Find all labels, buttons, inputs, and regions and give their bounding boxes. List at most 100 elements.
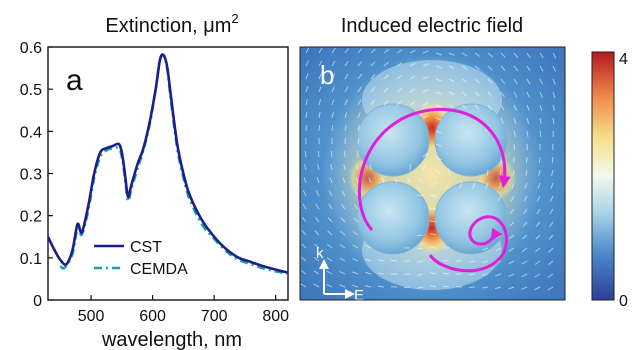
field-vector — [539, 117, 542, 124]
field-vector — [370, 48, 376, 54]
field-vector — [525, 169, 528, 177]
field-vector — [508, 286, 515, 290]
field-vector — [526, 117, 530, 124]
k-axis-label: k — [316, 245, 324, 262]
field-vector — [417, 247, 424, 250]
field-vector — [326, 270, 333, 275]
field-vector — [461, 52, 468, 57]
legend-label-cst: CST — [130, 239, 162, 256]
field-vector — [526, 52, 531, 59]
field-vector — [482, 247, 489, 251]
field-vector — [526, 91, 530, 98]
field-vector — [435, 65, 442, 69]
field-vector — [331, 47, 336, 54]
field-vector — [448, 52, 455, 56]
field-vector — [305, 60, 309, 67]
field-vector — [458, 182, 463, 189]
field-vector — [536, 208, 541, 215]
field-vector — [331, 112, 334, 119]
field-vector — [305, 99, 308, 106]
field-vector — [403, 286, 411, 289]
field-vector — [461, 65, 468, 70]
field-vector — [442, 259, 450, 262]
field-vector — [538, 169, 541, 176]
field-vector — [422, 114, 429, 119]
field-vector — [448, 65, 455, 70]
field-vector — [416, 286, 424, 289]
field-vector — [409, 101, 416, 106]
y-tick-label: 0 — [33, 293, 42, 310]
field-vector — [461, 91, 468, 96]
field-vector — [365, 258, 372, 262]
field-vector — [409, 62, 416, 67]
field-vector — [500, 91, 505, 98]
field-vector — [522, 221, 528, 227]
field-vector — [327, 217, 333, 223]
field-vector — [526, 65, 531, 72]
field-vector — [344, 86, 349, 93]
field-vector — [340, 217, 346, 223]
field-vector — [383, 61, 389, 67]
field-vector — [430, 284, 437, 288]
field-vector — [304, 151, 307, 158]
field-vector — [396, 49, 403, 54]
field-vector — [409, 49, 416, 54]
field-vector — [406, 177, 411, 184]
field-vector — [537, 182, 541, 189]
field-vector — [354, 190, 359, 197]
field-vector — [341, 190, 346, 197]
field-vector — [508, 273, 515, 277]
field-vector — [535, 221, 541, 227]
circulation-arrow-small — [428, 215, 508, 273]
field-vector — [370, 74, 376, 80]
field-vector — [326, 257, 333, 262]
field-vector — [435, 156, 442, 161]
field-vector — [513, 143, 516, 151]
field-vector — [430, 272, 437, 275]
field-vector — [500, 78, 506, 85]
circulation-arrow-large — [357, 107, 511, 232]
field-vector — [448, 91, 455, 96]
field-vector — [474, 104, 480, 110]
field-vector — [422, 50, 429, 54]
field-vector — [339, 271, 346, 275]
field-vector — [547, 286, 554, 291]
field-vector — [304, 164, 307, 171]
field-vector — [482, 286, 489, 289]
field-vector — [357, 48, 363, 54]
field-vector — [352, 284, 359, 288]
field-vector — [500, 65, 506, 71]
y-tick-label: 0.4 — [20, 124, 42, 141]
panel-b: Induced electric field b k E — [299, 15, 566, 301]
field-vector — [485, 182, 489, 189]
field-vector — [357, 86, 362, 93]
field-vector — [343, 164, 346, 171]
axes-indicator: k E — [316, 245, 364, 300]
field-vector — [472, 182, 476, 189]
field-vector — [301, 256, 307, 262]
sphere-bottom-left — [356, 181, 430, 255]
colorbar-min-label: 0 — [619, 293, 628, 310]
field-vector — [539, 65, 544, 72]
field-vector — [526, 78, 531, 85]
field-vector — [357, 73, 362, 80]
field-vector — [487, 65, 493, 71]
field-vector — [365, 271, 372, 275]
field-vector — [548, 234, 554, 240]
field-vector — [487, 104, 492, 111]
field-vector — [474, 91, 480, 97]
field-vector — [521, 260, 528, 265]
field-vector — [370, 61, 376, 67]
field-vector — [482, 273, 489, 276]
field-vector — [365, 245, 372, 249]
field-vector — [327, 230, 333, 236]
field-vector — [550, 182, 554, 189]
field-vector — [344, 60, 349, 67]
field-vector — [300, 270, 307, 275]
field-vector — [383, 74, 389, 80]
field-vector — [352, 231, 359, 236]
field-vector — [539, 104, 543, 111]
field-vector — [352, 258, 359, 262]
field-vector — [521, 286, 528, 290]
field-vector — [526, 104, 530, 111]
